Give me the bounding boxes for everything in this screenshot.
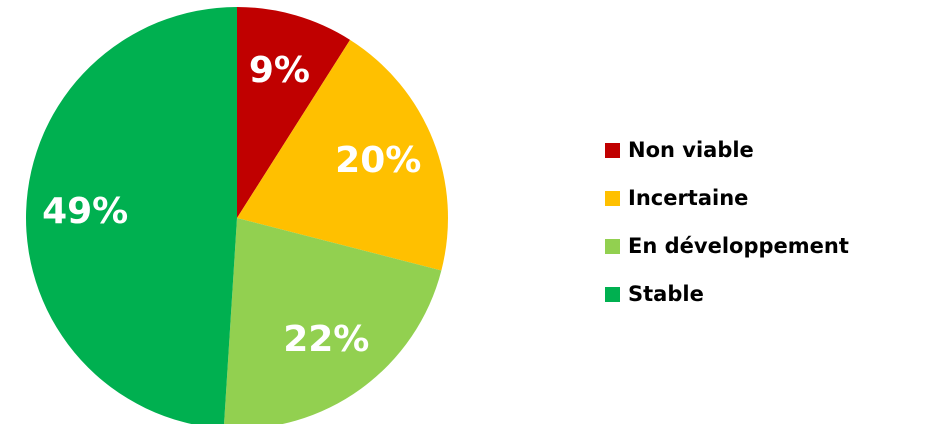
pie-slice <box>237 7 351 218</box>
slice-label: 9% <box>249 50 310 91</box>
slice-label: 22% <box>283 319 369 360</box>
slice-label: 20% <box>335 140 421 181</box>
legend-label: En développement <box>628 234 849 258</box>
pie-slice <box>237 39 448 271</box>
legend-swatch <box>605 239 620 254</box>
legend-label: Incertaine <box>628 186 748 210</box>
legend-swatch <box>605 191 620 206</box>
pie-slice <box>26 7 237 424</box>
legend-label: Stable <box>628 282 704 306</box>
slice-label: 49% <box>42 191 128 232</box>
legend-swatch <box>605 143 620 158</box>
legend-label: Non viable <box>628 138 754 162</box>
legend-swatch <box>605 287 620 302</box>
pie-slice <box>224 218 442 424</box>
